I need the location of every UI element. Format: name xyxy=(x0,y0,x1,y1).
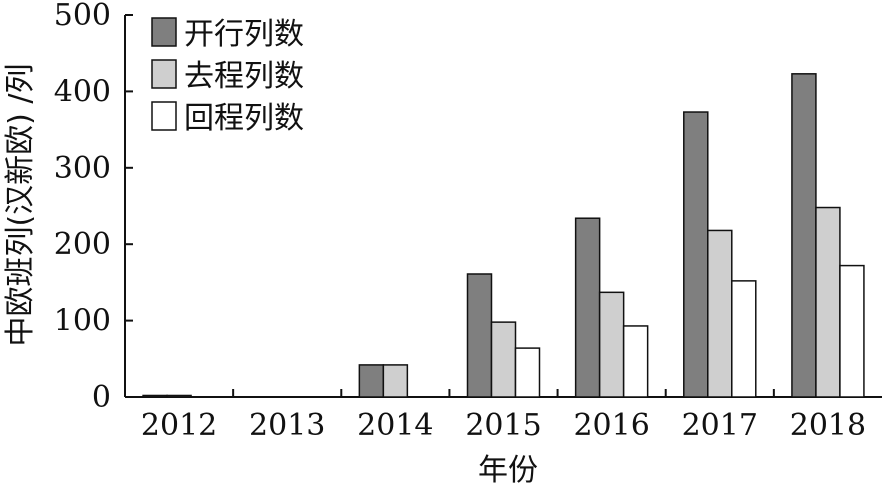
bar xyxy=(382,364,409,398)
bar xyxy=(683,111,709,398)
legend-swatch xyxy=(151,101,177,131)
x-tick-label: 2018 xyxy=(790,408,866,443)
bar xyxy=(166,394,192,398)
x-tick-label: 2013 xyxy=(249,408,325,443)
legend-swatch xyxy=(151,59,177,89)
y-ticks: 0 100 200 300 400 500 xyxy=(54,0,133,415)
legend-label: 回程列数 xyxy=(184,101,304,136)
y-tick-label: 300 xyxy=(54,151,111,186)
legend-label: 去程列数 xyxy=(184,59,304,94)
y-tick-label: 200 xyxy=(54,227,111,262)
y-tick-label: 500 xyxy=(54,0,111,33)
y-axis-title: 中欧班列(汉新欧) /列 xyxy=(3,63,38,346)
bar xyxy=(142,394,168,398)
y-tick-label: 0 xyxy=(92,380,111,415)
bar xyxy=(490,321,517,398)
x-ticks: 2012 2013 2014 2015 2016 2017 2018 xyxy=(141,389,866,443)
bar xyxy=(598,291,625,398)
legend-swatch xyxy=(151,17,177,47)
bar xyxy=(815,206,841,398)
bar xyxy=(622,325,649,398)
x-tick-label: 2015 xyxy=(465,408,541,443)
bar xyxy=(839,264,865,398)
x-tick-label: 2016 xyxy=(573,408,649,443)
bars xyxy=(142,73,865,398)
bar xyxy=(574,217,601,398)
bar xyxy=(514,347,541,398)
y-tick-label: 400 xyxy=(54,74,111,109)
bar xyxy=(791,73,817,398)
bar xyxy=(358,364,385,398)
bar xyxy=(707,229,733,398)
legend-label: 开行列数 xyxy=(184,17,304,52)
x-tick-label: 2017 xyxy=(682,408,758,443)
x-axis-title: 年份 xyxy=(478,453,538,488)
bar xyxy=(466,273,493,398)
x-tick-label: 2012 xyxy=(141,408,217,443)
bar xyxy=(731,280,757,398)
x-tick-label: 2014 xyxy=(357,408,433,443)
y-tick-label: 100 xyxy=(54,304,111,339)
